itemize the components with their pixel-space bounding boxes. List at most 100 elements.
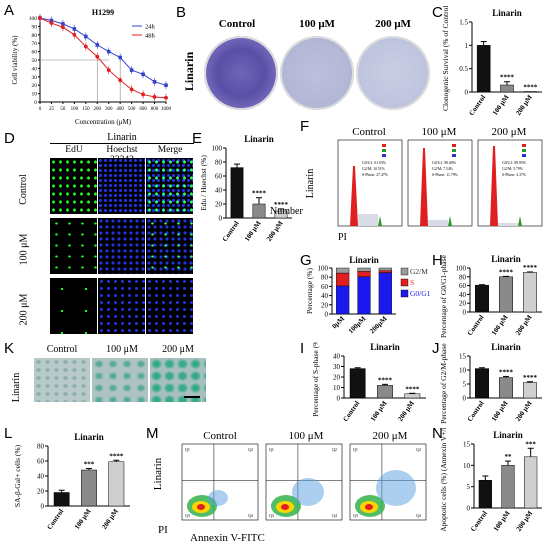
phase-stat: G0/G1: 61.03% (362, 161, 387, 165)
y-axis-label: Percentage of G0/G1-phase (%) (439, 254, 448, 338)
phase-stat: G0/G1: 89.85% (502, 161, 527, 165)
y-tick-label: 60 (37, 458, 45, 466)
dish-control (204, 36, 278, 110)
y-tick-label: 60 (215, 173, 223, 181)
x-axis-label: Concentration (μM) (75, 118, 132, 126)
row-label-linarin: Linarin (182, 51, 197, 92)
y-tick-label: 0 (219, 215, 223, 223)
k-scalebar (184, 396, 200, 398)
y-tick-label: 50 (32, 58, 38, 64)
x-tick-label: 200μM (368, 314, 389, 335)
y-tick-label: 30 (32, 75, 38, 81)
x-tick-label: 100 μM (490, 399, 510, 423)
legend-swatch (452, 149, 456, 152)
legend-swatch (452, 144, 456, 147)
clonogenic-bar-chart: Linarin Clonogenic Survival (% of Control… (441, 6, 542, 117)
bar (81, 469, 97, 507)
data-point (141, 92, 145, 97)
edu-col-edu: EdU (65, 145, 83, 155)
bar (523, 272, 537, 313)
dish-200 (356, 36, 430, 110)
x-tick-label: 100 μM (492, 509, 512, 533)
x-tick-label: 100μM (347, 314, 368, 335)
bar (404, 393, 421, 399)
legend-label: 24h (145, 24, 156, 31)
y-tick-label: 0.5 (459, 65, 468, 73)
y-tick-label: 40 (333, 353, 341, 361)
edu-col-merge: Merge (157, 145, 183, 155)
x-tick-label: 200 (94, 107, 102, 112)
chart-title: H1299 (92, 8, 114, 17)
stacked-segment (378, 270, 392, 273)
x-tick-label: 50 (60, 107, 65, 112)
data-point (129, 87, 134, 92)
edu-img-control-hoechst (98, 158, 145, 214)
s-phase-bar-chart: Linarin Percentage of S-phase (%) 0 10 20 30 4… (311, 342, 426, 423)
bar (475, 368, 489, 399)
significance-label: **** (378, 376, 393, 384)
y-tick-label: 15 (459, 353, 467, 361)
y-tick-label: 1.5 (459, 19, 468, 27)
col-label-200: 200 μM (375, 18, 411, 30)
bar (377, 385, 393, 399)
g0g1-peak (490, 146, 498, 226)
m-col-control: Control (203, 430, 237, 442)
y-tick-label: 60 (321, 283, 329, 291)
data-point (84, 34, 88, 39)
f-col-200: 200 μM (491, 126, 527, 138)
data-point (164, 95, 168, 100)
bar (500, 84, 514, 93)
quadrant-label: Q1 (185, 447, 190, 452)
y-tick-label: 15 (463, 441, 471, 449)
g0g1-peak (350, 166, 358, 226)
quadrant-label: Q2 (416, 447, 421, 452)
s-phase-area (428, 220, 448, 226)
significance-label: **** (523, 374, 538, 382)
legend-swatch (452, 154, 456, 157)
data-point (38, 16, 42, 20)
histogram-frame (337, 139, 403, 227)
x-tick-label: 0 (39, 107, 42, 112)
bar (499, 377, 513, 399)
k-col-200: 200 μM (162, 344, 194, 355)
x-tick-label: 300 (105, 107, 113, 112)
y-tick-label: 20 (333, 374, 341, 382)
x-tick-label: 200 μM (514, 399, 534, 423)
y-tick-label: 20 (32, 83, 38, 89)
panel-label-b: B (176, 4, 187, 21)
bar (349, 368, 366, 399)
y-tick-label: 5 (463, 381, 467, 389)
sa-gal-images: Control 100 μM 200 μM Linarin (10, 342, 300, 426)
bar (523, 382, 537, 399)
legend-label: G0/G1 (410, 289, 431, 298)
data-point (83, 44, 88, 49)
legend-swatch (400, 267, 409, 276)
y-tick-label: 80 (32, 33, 38, 39)
bar (478, 480, 492, 509)
legend-swatch (400, 289, 409, 298)
phase-stat: S-Phase: 11.79% (432, 173, 459, 177)
panel-label-m: M (146, 425, 159, 442)
viability-line-chart: H1299 Cell viability (%) Concentration (μM… (11, 8, 172, 126)
data-point (49, 21, 54, 25)
quadrant-label: Q3 (269, 513, 274, 518)
panel-label-i: I (300, 340, 305, 357)
edu-top-label: Linarin (107, 132, 137, 143)
quadrant-label: Q4 (332, 513, 337, 518)
phase-stat: G2/M: 10.51% (362, 167, 386, 171)
x-tick-label: 200 μM (100, 507, 120, 531)
significance-label: **** (499, 368, 514, 376)
k-img-100 (92, 358, 148, 402)
k-col-100: 100 μM (106, 344, 138, 355)
y-tick-label: 20 (321, 301, 329, 309)
phase-stat: G0/G1: 80.68% (432, 161, 457, 165)
legend-swatch (522, 144, 526, 147)
bar (499, 276, 513, 313)
panel-label-n: N (432, 425, 443, 442)
significance-label: **** (499, 268, 514, 276)
phase-stat: S-Phase: 4.37% (502, 173, 527, 177)
x-tick-label: 200 μM (396, 399, 416, 423)
edu-img-200-hoechst (98, 278, 145, 334)
panel-label-e: E (192, 130, 203, 147)
x-tick-label: 500 (128, 107, 136, 112)
